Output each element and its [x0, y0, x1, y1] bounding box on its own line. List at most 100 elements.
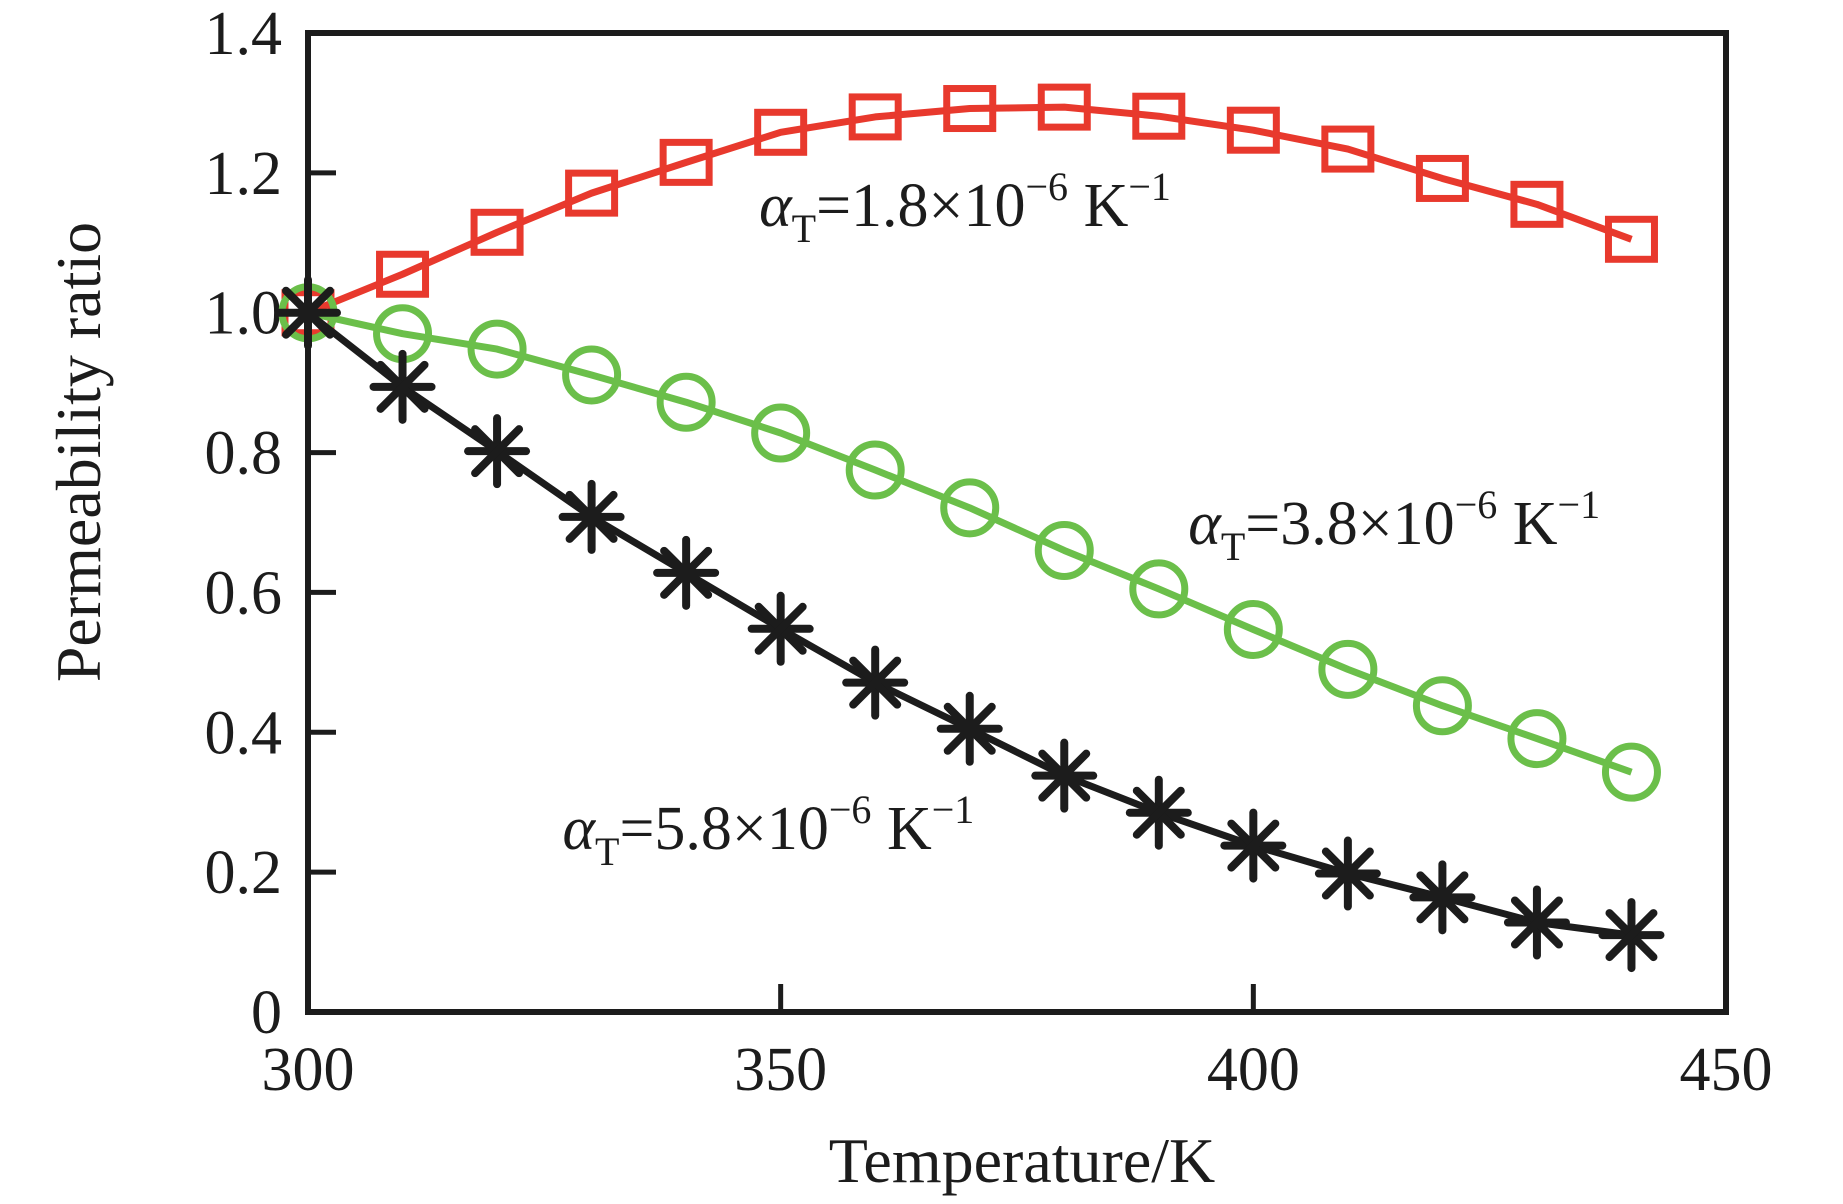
annotation-text-part: =1.8×10 — [816, 172, 1025, 240]
data-point-marker-square — [1132, 92, 1186, 140]
data-point-marker-square — [376, 250, 430, 298]
data-point-marker-square — [1321, 125, 1375, 173]
annotation-text-part: α — [562, 795, 596, 863]
asterisk-arm — [660, 546, 713, 599]
data-point-marker-square — [659, 138, 713, 186]
x-axis-tick-label: 450 — [1680, 1036, 1773, 1104]
y-axis-tick-label: 1.0 — [205, 280, 283, 348]
asterisk-arm — [1510, 896, 1563, 949]
series-line-1 — [307, 309, 1633, 776]
asterisk-arm — [1227, 819, 1280, 872]
annotation-text-part: T — [595, 829, 619, 874]
y-axis-title: Permeability ratio — [43, 222, 114, 682]
annotation-text-part: −6 — [1026, 164, 1069, 209]
data-point-marker-circle — [467, 319, 527, 379]
data-point-marker-square — [1415, 154, 1469, 202]
annotation-text-part: =5.8×10 — [619, 795, 828, 863]
asterisk-arm — [849, 656, 902, 709]
data-point-marker-asterisk — [653, 535, 720, 610]
data-point-marker-circle — [751, 403, 811, 463]
series-markers-1 — [278, 283, 1661, 802]
data-point-marker-circle — [1412, 676, 1472, 736]
annotation-text-part: −1 — [1128, 164, 1171, 209]
data-point-marker-circle — [562, 345, 622, 405]
data-point-marker-square — [565, 169, 619, 217]
data-point-marker-square — [1510, 180, 1564, 228]
data-point-marker-square — [754, 108, 808, 156]
data-point-marker-asterisk — [747, 591, 814, 666]
annotation-text-part: −6 — [829, 787, 872, 832]
series-markers-2 — [275, 275, 1665, 973]
annotation-text-part: K — [1497, 490, 1558, 558]
data-point-marker-square — [943, 85, 997, 133]
data-point-marker-circle — [656, 372, 716, 432]
asterisk-arm — [1605, 909, 1658, 962]
data-point-marker-asterisk — [464, 414, 531, 489]
x-axis-title: Temperature/K — [829, 1125, 1215, 1196]
data-point-marker-circle — [1223, 599, 1283, 659]
y-axis-tick-label: 1.4 — [205, 0, 283, 68]
data-point-marker-asterisk — [1031, 738, 1098, 813]
data-point-marker-circle — [1129, 559, 1189, 619]
data-point-marker-circle — [940, 478, 1000, 538]
data-point-marker-circle — [1601, 742, 1661, 802]
data-point-marker-square — [470, 208, 524, 256]
annotation-text-part: K — [871, 795, 932, 863]
y-axis-tick-label: 0.6 — [205, 559, 283, 627]
data-point-marker-asterisk — [936, 691, 1003, 766]
data-point-marker-circle — [1034, 520, 1094, 580]
annotation-text-part: K — [1068, 172, 1129, 240]
data-point-marker-asterisk — [1409, 860, 1476, 935]
asterisk-arm — [754, 602, 807, 655]
data-point-marker-asterisk — [558, 479, 625, 554]
x-axis-tick-label: 350 — [734, 1036, 827, 1104]
data-point-marker-asterisk — [1314, 836, 1381, 911]
data-point-marker-square — [848, 93, 902, 141]
y-axis-tick-label: 1.2 — [205, 140, 283, 208]
data-point-marker-asterisk — [1220, 808, 1287, 883]
data-point-marker-asterisk — [1125, 775, 1192, 850]
annotation-text-part: −6 — [1455, 482, 1498, 527]
asterisk-arm — [1416, 871, 1469, 924]
asterisk-arm — [943, 702, 996, 755]
asterisk-arm — [565, 490, 618, 543]
data-point-marker-asterisk — [1598, 898, 1665, 973]
annotation-text-part: α — [1188, 490, 1222, 558]
label-alpha-5.8: αT=5.8×10−6 K−1 — [562, 787, 974, 874]
asterisk-arm — [1038, 749, 1091, 802]
annotation-text-part: T — [1221, 524, 1245, 569]
data-point-marker-circle — [1318, 639, 1378, 699]
data-point-marker-asterisk — [1503, 885, 1570, 960]
data-point-marker-asterisk — [275, 275, 341, 350]
data-point-marker-square — [1037, 83, 1091, 131]
annotation-text-part: T — [792, 206, 816, 251]
data-point-marker-square — [1604, 215, 1658, 263]
asterisk-arm — [376, 360, 429, 413]
annotation-text-part: =3.8×10 — [1245, 490, 1454, 558]
series-line-2 — [305, 309, 1632, 939]
asterisk-arm — [1321, 847, 1374, 900]
data-point-marker-circle — [845, 440, 905, 500]
series-line-0 — [306, 103, 1633, 316]
annotation-text-part: −1 — [932, 787, 975, 832]
label-alpha-3.8: αT=3.8×10−6 K−1 — [1188, 482, 1600, 569]
plot-frame — [305, 30, 1729, 1015]
data-point-marker-asterisk — [369, 349, 436, 424]
data-point-marker-asterisk — [842, 645, 909, 720]
data-point-marker-circle — [1507, 709, 1567, 769]
asterisk-arm — [471, 425, 524, 478]
y-axis-tick-label: 0 — [251, 979, 282, 1047]
y-axis-tick-label: 0.2 — [205, 839, 283, 907]
asterisk-arm — [1132, 786, 1185, 839]
annotation-text-part: −1 — [1558, 482, 1601, 527]
y-axis-tick-label: 0.4 — [205, 699, 283, 767]
x-axis-tick-label: 400 — [1207, 1036, 1300, 1104]
label-alpha-1.8: αT=1.8×10−6 K−1 — [759, 164, 1171, 251]
x-axis-tick-label: 300 — [262, 1036, 355, 1104]
y-axis-tick-label: 0.8 — [205, 420, 283, 488]
asterisk-arm — [282, 286, 334, 339]
annotation-text-part: α — [759, 172, 793, 240]
data-point-marker-square — [1226, 106, 1280, 154]
